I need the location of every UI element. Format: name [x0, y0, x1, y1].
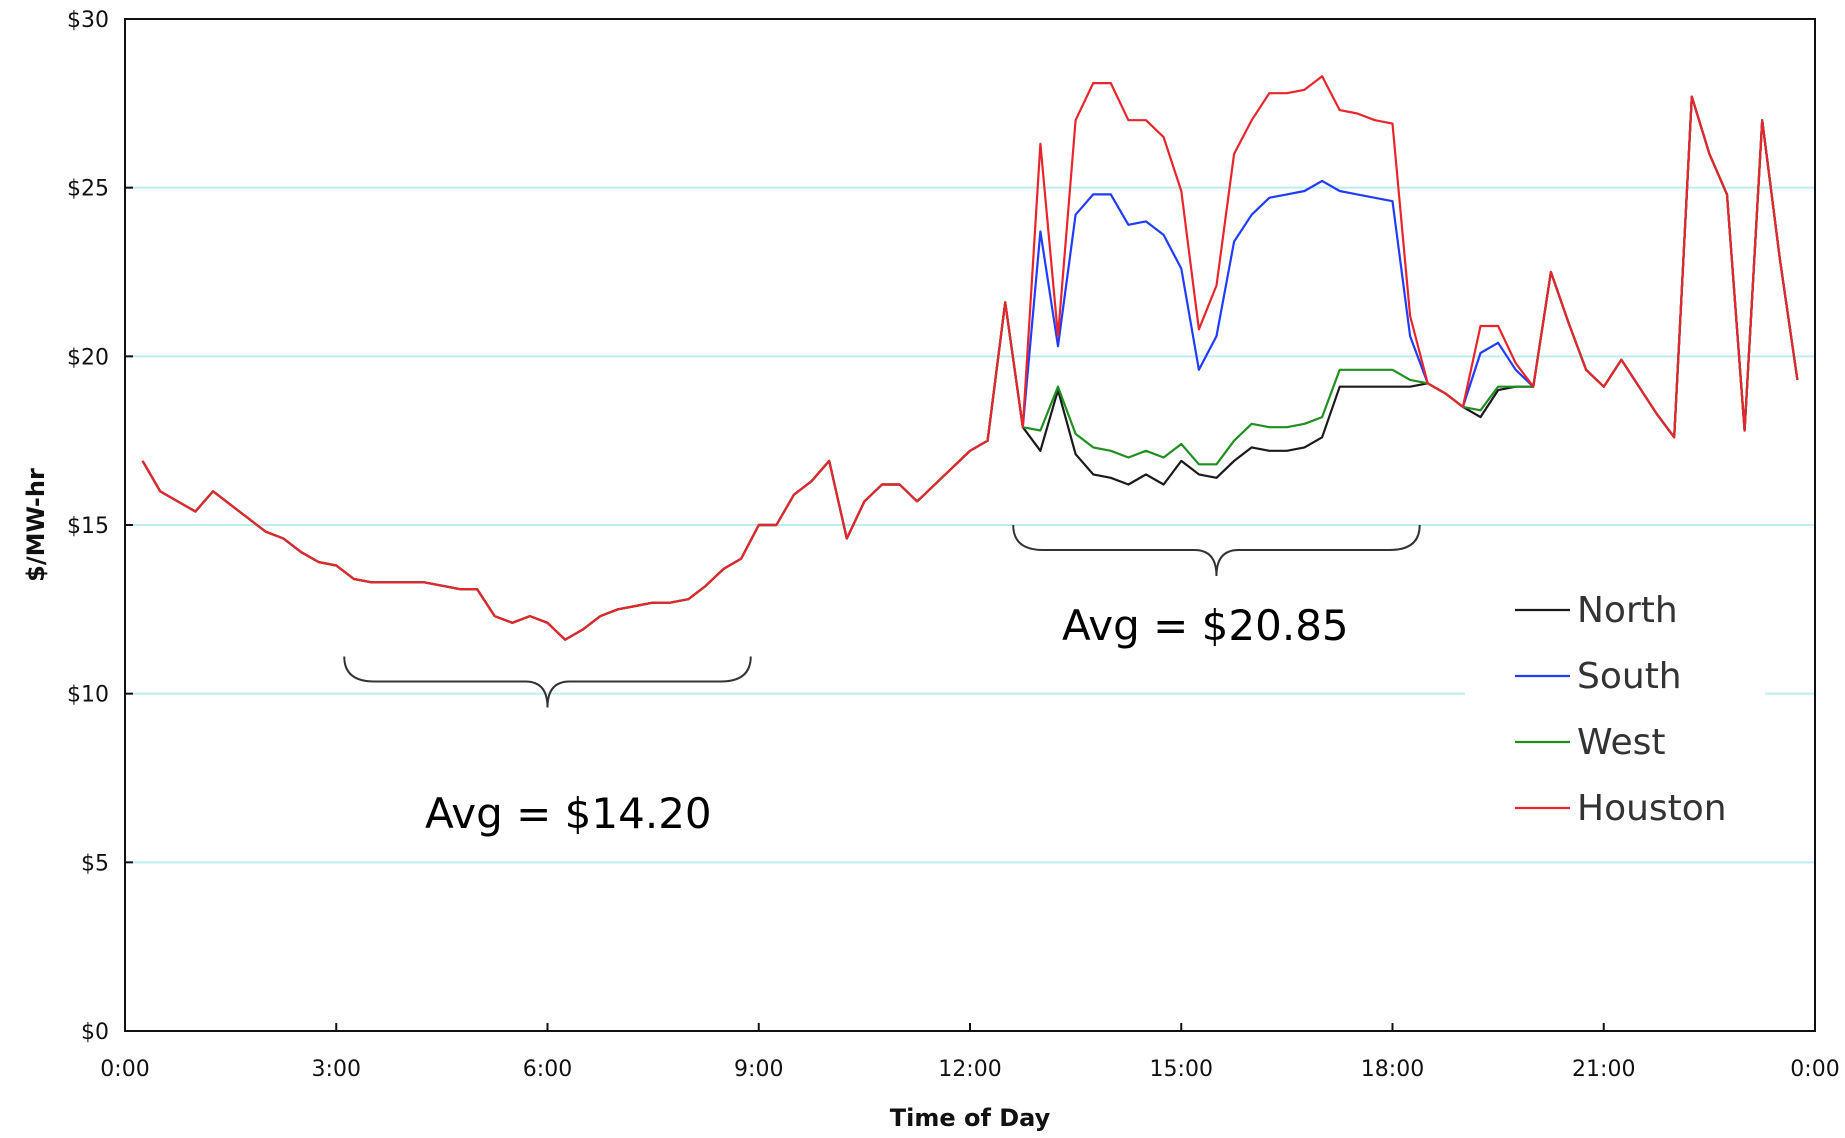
x-tick-label: 15:00 [1150, 1057, 1213, 1082]
x-tick-label: 18:00 [1361, 1057, 1424, 1082]
x-axis: 0:00 3:00 6:00 9:00 12:00 15:00 18:00 21:00 0:00 [100, 1023, 1840, 1082]
y-tick-label: $30 [67, 8, 109, 33]
brace [343, 656, 752, 708]
series-lines [141, 75, 1799, 641]
x-tick-label: 12:00 [938, 1057, 1001, 1082]
series-line-south [141, 95, 1799, 641]
x-axis-title: Time of Day [890, 1104, 1051, 1132]
x-tick-label: 6:00 [523, 1057, 572, 1082]
series-line-west [141, 95, 1799, 641]
annotation-avg-peak: Avg = $20.85 [1062, 601, 1349, 650]
x-tick-label: 9:00 [734, 1057, 783, 1082]
legend-label: South [1577, 656, 1682, 697]
legend: North South West Houston [1515, 590, 1727, 829]
x-tick-label: 0:00 [100, 1057, 149, 1082]
x-tick-label: 0:00 [1790, 1057, 1839, 1082]
legend-label: West [1577, 722, 1666, 763]
series-line-houston [141, 75, 1799, 641]
y-axis: $0 $5 $10 $15 $20 $25 $30 [67, 8, 133, 1045]
y-axis-title: $/MW-hr [22, 468, 50, 582]
x-tick-label: 3:00 [312, 1057, 361, 1082]
y-tick-label: $10 [67, 683, 109, 708]
annotation-avg-offpeak: Avg = $14.20 [425, 789, 712, 838]
y-tick-label: $5 [81, 851, 109, 876]
legend-background [1465, 568, 1765, 854]
y-tick-label: $15 [67, 514, 109, 539]
y-tick-label: $0 [81, 1020, 109, 1045]
legend-label: Houston [1577, 788, 1727, 829]
y-tick-label: $20 [67, 345, 109, 370]
legend-label: North [1577, 590, 1678, 631]
x-tick-label: 21:00 [1572, 1057, 1635, 1082]
brace [1012, 524, 1421, 577]
y-tick-label: $25 [67, 177, 109, 202]
average-braces [343, 524, 1421, 708]
series-line-north [141, 95, 1799, 641]
